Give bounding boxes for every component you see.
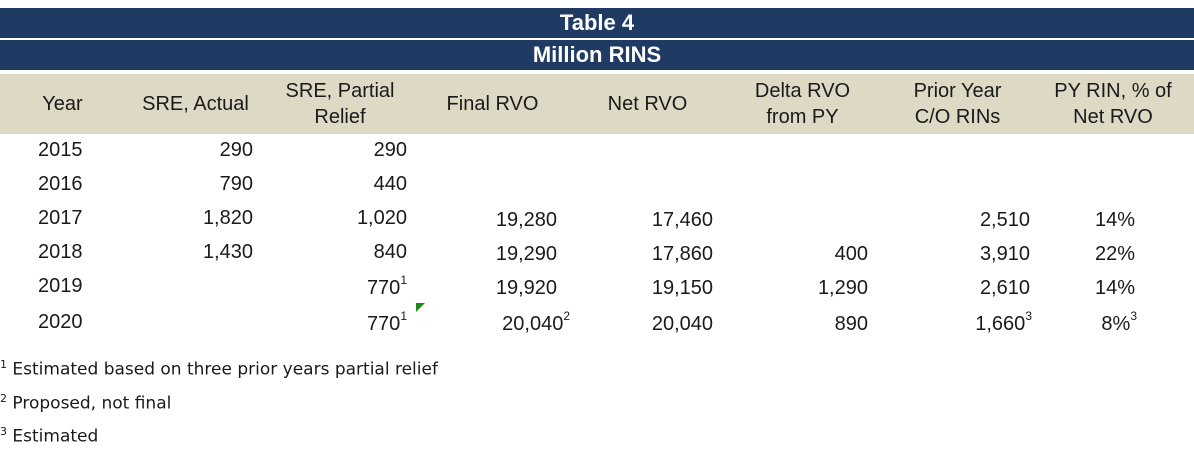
col-header-net-rvo: Net RVO — [607, 93, 688, 115]
col-header-delta-rvo: Delta RVO from PY — [754, 80, 851, 128]
cell-net-rvo: 17,860 — [651, 243, 713, 265]
cell-sre-actual: 1,820 — [202, 207, 253, 229]
cell-final-rvo: 19,290 — [495, 243, 557, 265]
cell-net-rvo: 17,460 — [651, 209, 713, 231]
header-row — [0, 74, 1194, 134]
cell-final-rvo: 20,0402 — [502, 309, 570, 335]
cell-delta-rvo: 890 — [834, 313, 868, 335]
cell-final-rvo: 19,920 — [495, 277, 557, 299]
cell-sre-actual — [130, 269, 253, 303]
col-header-year: Year — [42, 93, 83, 115]
cell-delta-rvo — [730, 167, 868, 201]
cell-py-pct — [1040, 133, 1135, 167]
cell-net-rvo: 20,040 — [651, 313, 713, 335]
cell-prior-co: 2,610 — [979, 277, 1030, 299]
cell-year: 2015 — [38, 139, 83, 161]
cell-sre-partial: 7701 — [366, 309, 407, 335]
cell-final-rvo — [420, 167, 557, 201]
col-header-sre-actual: SRE, Actual — [142, 93, 249, 115]
footnote-3: 3 Estimated — [0, 425, 99, 447]
cell-sre-actual: 1,430 — [202, 241, 253, 263]
cell-year: 2016 — [38, 173, 83, 195]
cell-prior-co — [880, 167, 1030, 201]
col-header-final-rvo: Final RVO — [446, 93, 539, 115]
cell-delta-rvo: 400 — [834, 243, 868, 265]
cell-py-pct: 22% — [1094, 243, 1135, 265]
table-title: Table 4 — [0, 8, 1194, 38]
cell-sre-partial: 1,020 — [356, 207, 407, 229]
cell-year: 2020 — [38, 311, 83, 333]
cell-sre-actual — [130, 305, 253, 339]
cell-sre-actual: 290 — [219, 139, 253, 161]
cell-prior-co — [880, 133, 1030, 167]
cell-sre-partial: 440 — [373, 173, 407, 195]
col-header-sre-partial: SRE, Partial Relief — [285, 80, 395, 128]
cell-sre-actual: 790 — [219, 173, 253, 195]
col-header-py-pct: PY RIN, % of Net RVO — [1054, 80, 1172, 128]
cell-delta-rvo: 1,290 — [817, 277, 868, 299]
cell-delta-rvo — [730, 203, 868, 237]
cell-sre-partial: 840 — [373, 241, 407, 263]
cell-py-pct — [1040, 167, 1135, 201]
cell-py-pct: 14% — [1094, 277, 1135, 299]
table-subtitle: Million RINS — [0, 40, 1194, 70]
cell-py-pct: 14% — [1094, 209, 1135, 231]
cell-sre-partial: 290 — [373, 139, 407, 161]
cell-sre-partial: 7701 — [366, 273, 407, 299]
cell-prior-co: 2,510 — [979, 209, 1030, 231]
cell-net-rvo: 19,150 — [651, 277, 713, 299]
comment-indicator-icon — [416, 303, 425, 312]
col-header-prior-co: Prior Year C/O RINs — [913, 80, 1002, 128]
footnote-1: 1 Estimated based on three prior years p… — [0, 358, 438, 380]
cell-py-pct: 8%3 — [1101, 309, 1137, 335]
cell-final-rvo — [420, 133, 557, 167]
cell-year: 2018 — [38, 241, 83, 263]
cell-year: 2019 — [38, 275, 83, 297]
cell-net-rvo — [570, 133, 713, 167]
cell-prior-co: 1,6603 — [975, 309, 1032, 335]
cell-year: 2017 — [38, 207, 83, 229]
cell-prior-co: 3,910 — [979, 243, 1030, 265]
cell-final-rvo: 19,280 — [495, 209, 557, 231]
cell-net-rvo — [570, 167, 713, 201]
footnote-2: 2 Proposed, not final — [0, 392, 172, 414]
cell-delta-rvo — [730, 133, 868, 167]
